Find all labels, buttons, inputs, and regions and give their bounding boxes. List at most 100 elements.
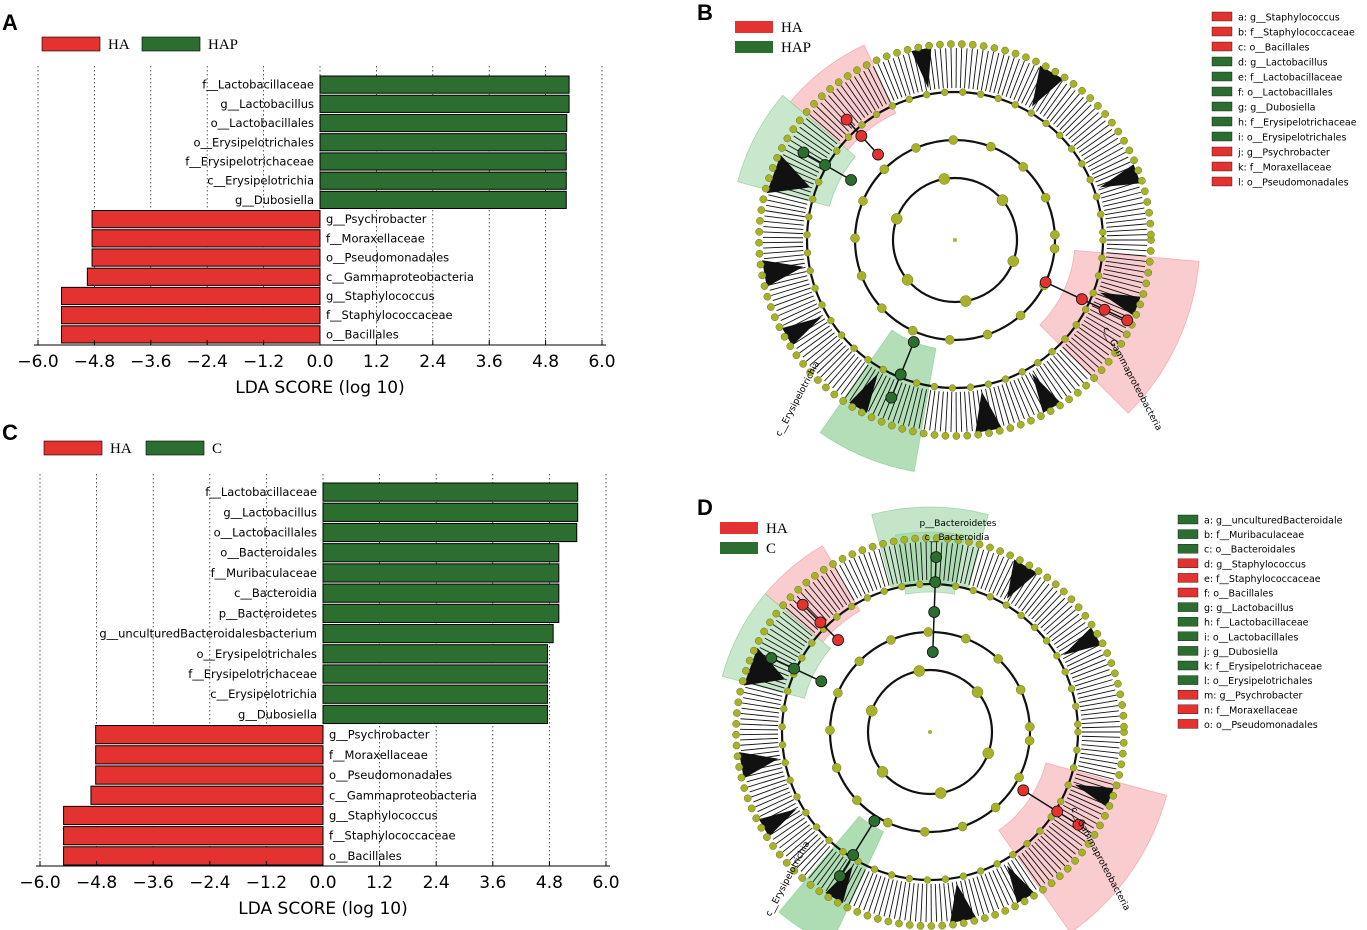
internal-node <box>808 639 816 647</box>
root-node <box>953 238 957 242</box>
leaf-line <box>763 236 804 239</box>
leaf-node <box>1122 330 1131 339</box>
internal-node <box>948 384 957 392</box>
internal-node <box>886 635 896 645</box>
leaf-line <box>762 642 797 662</box>
x-tick-label: 3.6 <box>479 873 506 893</box>
leaf-line <box>1037 597 1066 626</box>
leaf-node <box>1011 902 1019 911</box>
leaf-node <box>1001 906 1010 915</box>
leaf-node <box>949 920 957 929</box>
panel-letter-b: B <box>697 0 713 25</box>
leaf-node <box>752 814 761 823</box>
list-swatch <box>1211 161 1233 172</box>
biomarker-node <box>1051 805 1064 818</box>
leaf-cluster <box>743 647 786 686</box>
list-swatch <box>1177 631 1199 641</box>
biomarker-node <box>1121 314 1134 327</box>
leaf-line <box>843 562 862 597</box>
list-swatch <box>1211 86 1233 97</box>
internal-node <box>1015 684 1026 695</box>
leaf-line <box>1013 62 1030 101</box>
leaf-line <box>1059 349 1088 380</box>
leaf-line <box>972 49 979 90</box>
leaf-node <box>756 260 765 269</box>
internal-node <box>920 827 930 837</box>
leaf-line <box>943 542 948 581</box>
internal-node <box>1018 162 1028 172</box>
lda-bar-chart-c: HA Cf__Lactobacillaceae g__Lactobacillus o_… <box>19 440 620 919</box>
leaf-line <box>1085 316 1121 338</box>
internal-node <box>809 195 817 203</box>
x-tick-label: −1.2 <box>246 873 287 893</box>
internal-node <box>858 121 866 129</box>
leaf-node <box>1051 580 1060 589</box>
internal-node <box>888 102 897 110</box>
leaf-node <box>909 427 917 436</box>
internal-node <box>850 344 858 352</box>
internal-node <box>996 194 1009 206</box>
leaf-line <box>836 88 862 121</box>
leaf-node <box>1037 412 1045 421</box>
leaf-line <box>820 102 849 132</box>
leaf-line <box>984 554 1000 591</box>
list-item: f: o__Lactobacillales <box>1238 88 1333 99</box>
leaf-line <box>923 389 932 430</box>
leaf-node <box>990 44 999 52</box>
internal-node <box>957 821 968 832</box>
list-swatch <box>1211 71 1233 82</box>
leaf-node <box>755 238 763 247</box>
leaf-line <box>1040 835 1069 863</box>
leaf-line <box>988 871 1005 908</box>
legend-label-ha: HA <box>110 441 132 457</box>
leaf-line <box>789 834 819 861</box>
leaf-line <box>899 544 907 583</box>
leaf-line <box>897 385 911 424</box>
leaf-line <box>1040 601 1069 629</box>
internal-node <box>1092 193 1101 201</box>
leaf-node <box>873 915 882 923</box>
leaf-node <box>974 430 983 439</box>
leaf-line <box>1081 323 1116 347</box>
leaf-node <box>848 550 857 559</box>
leaf-cluster <box>758 809 797 837</box>
leaf-line <box>745 686 783 697</box>
leaf-line <box>897 56 911 95</box>
leaf-line <box>816 578 841 610</box>
leaf-line <box>1081 744 1120 749</box>
leaf-node <box>747 804 756 813</box>
leaf-line <box>863 874 878 911</box>
leaf-line <box>1001 384 1015 423</box>
list-item: k: f__Moraxellaceae <box>1238 163 1331 174</box>
leaf-line <box>804 588 831 618</box>
leaf-node <box>1090 830 1099 839</box>
leaf-line <box>888 546 898 584</box>
leaf-line <box>1080 705 1119 712</box>
leaf-line <box>1053 93 1080 125</box>
biomarker-node <box>1039 276 1052 289</box>
bar-c__Erysipelotrichia <box>322 684 549 704</box>
leaf-line <box>872 377 891 414</box>
leaf-node <box>1093 629 1102 638</box>
leaf-line <box>873 550 886 587</box>
leaf-node <box>1046 407 1055 415</box>
list-swatch <box>1177 660 1199 671</box>
internal-node <box>1061 335 1069 343</box>
leaf-line <box>925 542 928 581</box>
leaf-line <box>740 733 779 736</box>
leaf-line <box>1021 67 1040 104</box>
leaf-node <box>802 578 811 587</box>
list-swatch <box>1177 529 1199 539</box>
leaf-node <box>1145 208 1153 217</box>
leaf-line <box>1070 659 1106 675</box>
bar-label: o__Bacillales <box>326 327 399 341</box>
internal-node <box>1072 702 1080 710</box>
leaf-line <box>776 295 814 312</box>
leaf-line <box>1018 577 1041 609</box>
leaf-line <box>1081 715 1120 720</box>
leaf-node <box>1056 401 1064 410</box>
leaf-node <box>1006 551 1014 560</box>
leaf-line <box>988 556 1005 593</box>
internal-node <box>888 871 896 879</box>
leaf-node <box>1101 811 1109 820</box>
